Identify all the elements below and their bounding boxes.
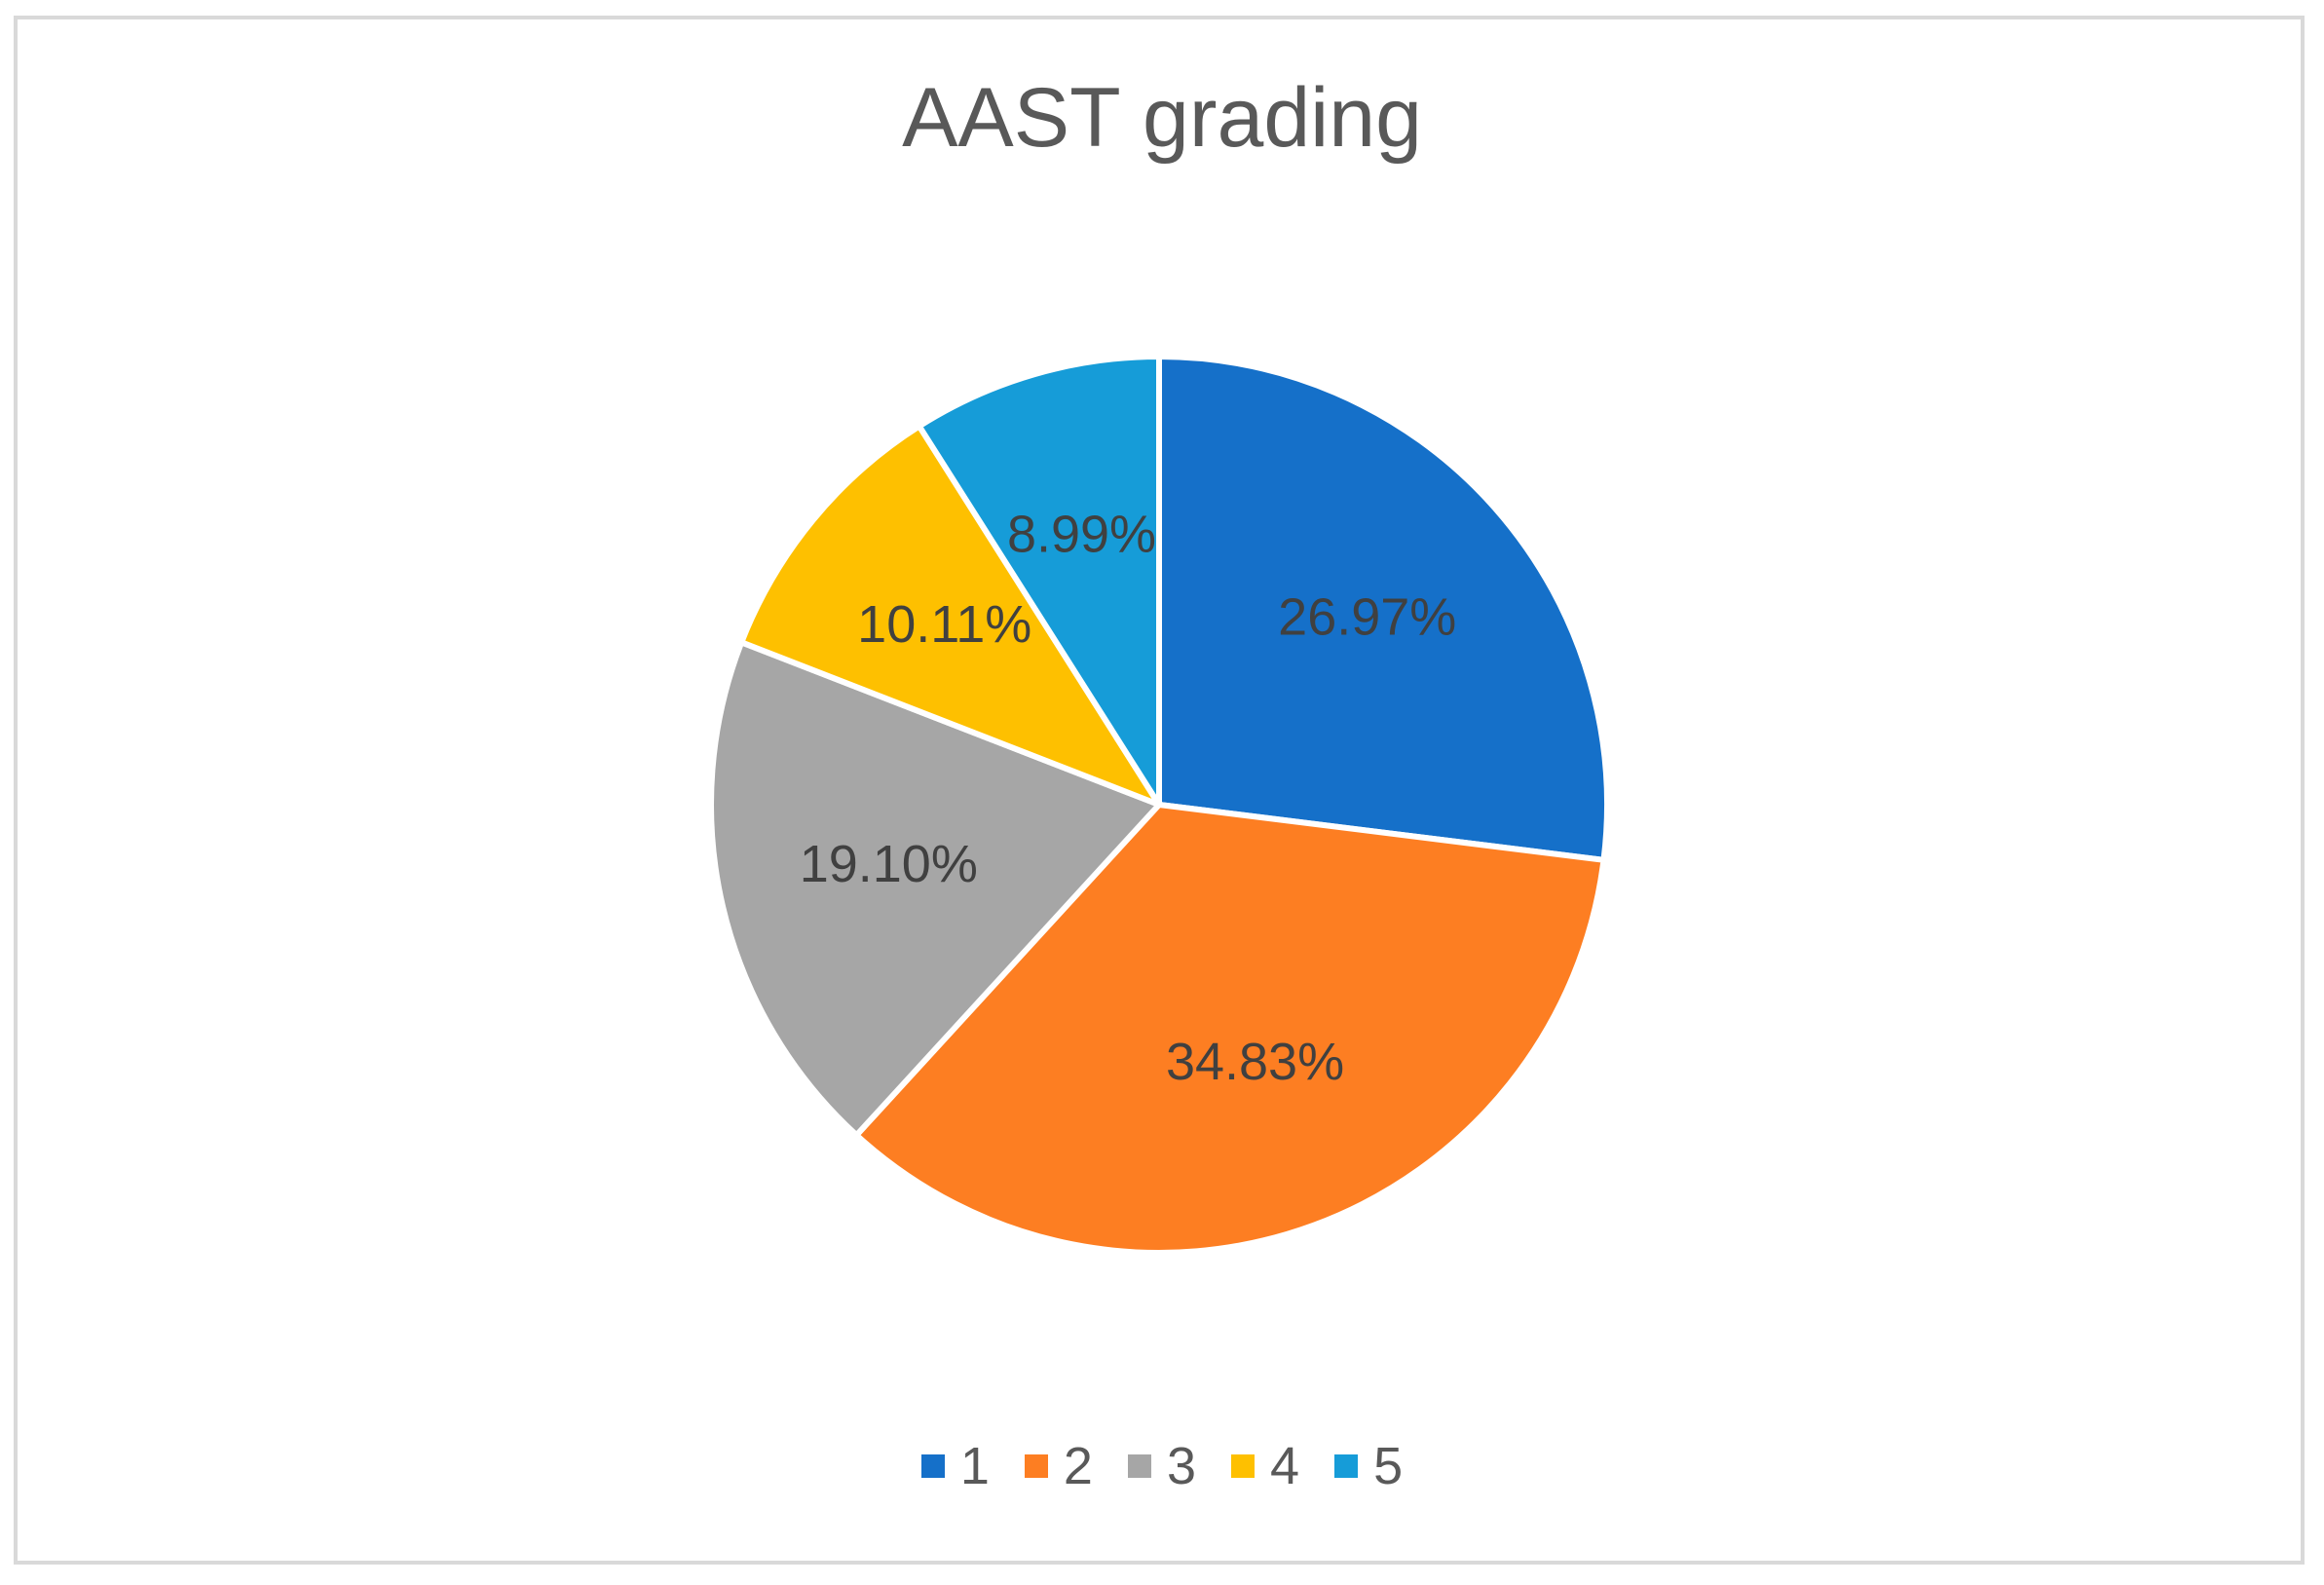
pie-slice-1 bbox=[1156, 354, 1610, 863]
data-label-3: 19.10% bbox=[800, 835, 978, 893]
legend-label-4: 4 bbox=[1270, 1437, 1300, 1495]
legend-label-2: 2 bbox=[1063, 1437, 1093, 1495]
pie-slice-3 bbox=[708, 639, 1162, 1139]
pie-slice-2 bbox=[853, 802, 1607, 1256]
legend-swatch-2 bbox=[1024, 1454, 1048, 1478]
legend-item-4: 4 bbox=[1231, 1440, 1299, 1492]
pie-slices bbox=[708, 354, 1610, 1256]
legend-swatch-1 bbox=[920, 1454, 945, 1478]
legend-item-3: 3 bbox=[1127, 1437, 1197, 1495]
legend-label-5: 5 bbox=[1373, 1437, 1404, 1495]
legend: 1 2 3 4 5 bbox=[0, 1440, 2324, 1492]
pie-slice-4 bbox=[738, 423, 1162, 808]
data-label-4: 10.11% bbox=[857, 595, 1031, 654]
legend-swatch-3 bbox=[1127, 1454, 1151, 1478]
data-label-1: 26.97% bbox=[1278, 587, 1456, 646]
pie-data-labels: 26.97% 34.83% 19.10% 10.11% 8.99% bbox=[800, 505, 1457, 1091]
data-label-2: 34.83% bbox=[1166, 1033, 1344, 1091]
legend-item-2: 2 bbox=[1024, 1437, 1093, 1495]
pie-slice-5 bbox=[916, 354, 1162, 808]
data-label-5: 8.99% bbox=[1007, 505, 1156, 563]
legend-item-5: 5 bbox=[1334, 1440, 1403, 1492]
legend-swatch-4 bbox=[1231, 1454, 1256, 1478]
legend-item-1: 1 bbox=[920, 1437, 990, 1495]
legend-label-1: 1 bbox=[959, 1437, 990, 1495]
legend-swatch-5 bbox=[1334, 1454, 1359, 1478]
legend-label-3: 3 bbox=[1166, 1437, 1197, 1495]
chart-title: AAST grading bbox=[902, 71, 1422, 165]
